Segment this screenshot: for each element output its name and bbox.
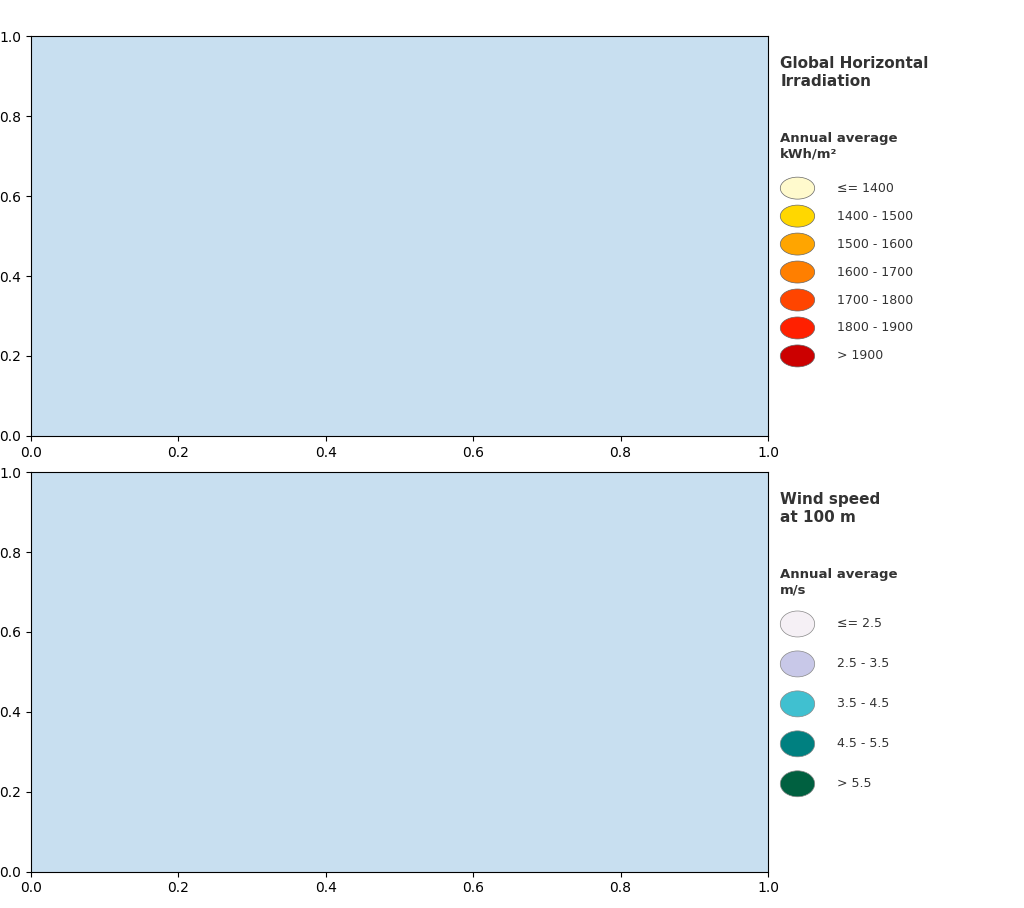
Text: ≤= 1400: ≤= 1400	[837, 182, 894, 194]
Text: 1800 - 1900: 1800 - 1900	[837, 321, 913, 334]
Ellipse shape	[780, 205, 815, 227]
Text: > 5.5: > 5.5	[837, 777, 871, 790]
Text: 1600 - 1700: 1600 - 1700	[837, 265, 913, 279]
Ellipse shape	[780, 177, 815, 199]
Text: > 1900: > 1900	[837, 350, 883, 362]
Ellipse shape	[780, 771, 815, 797]
Ellipse shape	[780, 611, 815, 637]
Ellipse shape	[780, 233, 815, 255]
Ellipse shape	[780, 262, 815, 283]
Ellipse shape	[780, 731, 815, 756]
Text: Annual average
kWh/m²: Annual average kWh/m²	[780, 133, 898, 160]
Text: 3.5 - 4.5: 3.5 - 4.5	[837, 697, 889, 710]
Text: Wind speed
at 100 m: Wind speed at 100 m	[780, 492, 881, 525]
Text: 1400 - 1500: 1400 - 1500	[837, 210, 913, 222]
Text: 1500 - 1600: 1500 - 1600	[837, 238, 913, 251]
Text: Global Horizontal
Irradiation: Global Horizontal Irradiation	[780, 56, 929, 89]
Ellipse shape	[780, 651, 815, 677]
Ellipse shape	[780, 691, 815, 717]
Ellipse shape	[780, 345, 815, 367]
Ellipse shape	[780, 317, 815, 339]
Text: 2.5 - 3.5: 2.5 - 3.5	[837, 657, 889, 670]
Text: Annual average
m/s: Annual average m/s	[780, 568, 898, 596]
Ellipse shape	[780, 289, 815, 311]
Text: 1700 - 1800: 1700 - 1800	[837, 293, 913, 307]
Text: ≤= 2.5: ≤= 2.5	[837, 617, 882, 630]
Text: 4.5 - 5.5: 4.5 - 5.5	[837, 737, 889, 750]
